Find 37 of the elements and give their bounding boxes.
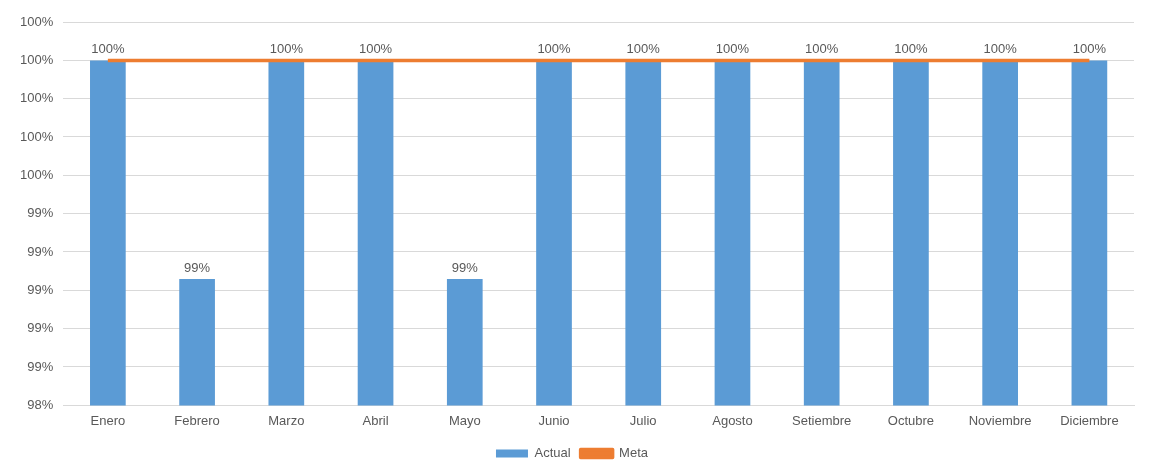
data-label: 100% (626, 41, 661, 57)
x-tick-label: Febrero (174, 412, 220, 428)
x-tick-label: Julio (629, 412, 657, 428)
data-label: 100% (537, 41, 572, 57)
data-label: 100% (1072, 41, 1107, 57)
x-tick-label: Setiembre (792, 412, 852, 428)
data-label: 100% (805, 41, 839, 57)
y-tick-label: 100% (20, 13, 54, 29)
y-tick-label: 98% (27, 396, 54, 412)
x-tick-label: Diciembre (1060, 412, 1119, 428)
x-tick-label: Agosto (712, 412, 753, 428)
y-tick-label: 99% (27, 205, 54, 221)
y-tick-label: 100% (20, 90, 54, 106)
x-tick-label: Enero (90, 412, 126, 428)
data-label: 99% (451, 259, 479, 275)
data-label: 100% (269, 41, 304, 57)
x-tick-label: Marzo (268, 412, 305, 428)
y-tick-label: 99% (27, 320, 54, 336)
y-tick-label: 99% (27, 358, 54, 374)
y-tick-label: 100% (20, 51, 54, 67)
y-tick-label: 100% (20, 166, 54, 182)
data-label: 100% (91, 41, 125, 57)
data-label: 99% (184, 259, 211, 275)
x-tick-label: Abril (362, 412, 389, 428)
x-tick-label: Mayo (448, 412, 481, 428)
data-label: 100% (894, 41, 928, 57)
y-tick-label: 99% (27, 281, 54, 297)
data-label: 100% (358, 41, 393, 57)
data-label: 100% (983, 41, 1018, 57)
legend-label: Meta (619, 445, 649, 461)
legend-label: Actual (534, 445, 571, 461)
y-tick-label: 100% (20, 128, 54, 144)
y-tick-label: 99% (27, 243, 54, 259)
x-tick-label: Junio (538, 412, 570, 428)
x-tick-label: Octubre (887, 412, 935, 428)
x-tick-label: Noviembre (968, 412, 1032, 428)
data-label: 100% (715, 41, 750, 57)
